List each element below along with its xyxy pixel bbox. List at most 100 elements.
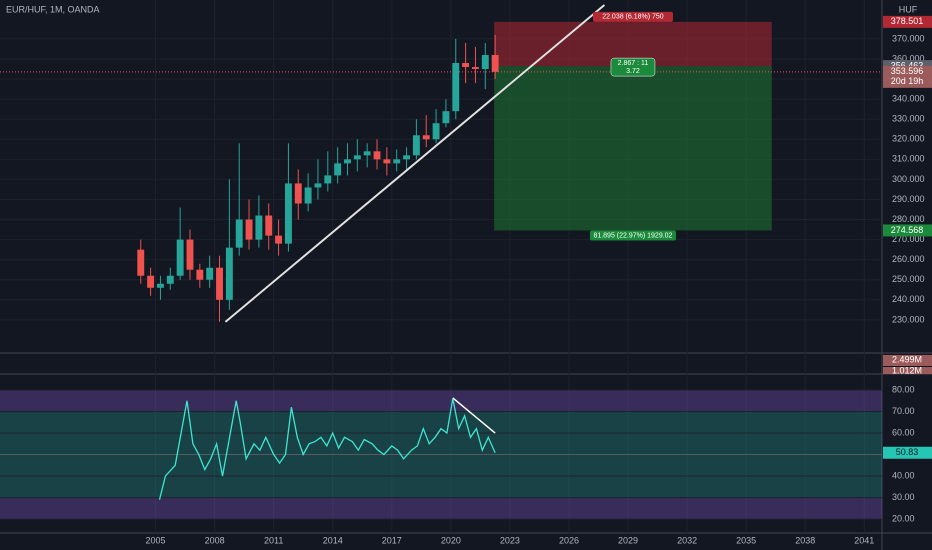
x-tick-label: 2008 <box>205 535 225 545</box>
candle-body <box>196 269 204 280</box>
candle-body <box>314 183 322 188</box>
candle-body <box>265 215 273 236</box>
volume-label: 1.012M <box>892 365 922 375</box>
candle-body <box>255 215 263 240</box>
rsi-value-tag: 50.83 <box>896 447 919 457</box>
rsi-line <box>158 398 496 500</box>
candle-body <box>334 163 342 176</box>
y-tick-label: 60.00 <box>892 427 915 437</box>
x-tick-label: 2032 <box>677 535 697 545</box>
candle-body <box>294 183 302 204</box>
countdown: 20d 19h <box>891 76 924 86</box>
x-tick-label: 2011 <box>264 535 283 545</box>
rsi-value-tag-bg <box>883 446 932 459</box>
x-tick-label: 2023 <box>500 535 520 545</box>
rsi-band <box>0 497 882 520</box>
y-tick-label: 280.000 <box>892 214 925 224</box>
candle-body <box>363 151 371 156</box>
candle-body <box>216 267 223 300</box>
target-zone <box>494 66 772 231</box>
last-price-tag: 353.596 <box>891 66 924 76</box>
x-tick-label: 2041 <box>854 535 874 545</box>
candle-body <box>157 283 164 288</box>
x-tick-label: 2020 <box>441 535 461 545</box>
y-tick-label: 80.00 <box>892 384 915 394</box>
candle-body <box>462 63 470 68</box>
candle-body <box>304 187 312 204</box>
candle-body <box>472 67 479 70</box>
y-tick-label: 250.000 <box>892 274 925 284</box>
y-tick-label: 360.000 <box>892 53 925 63</box>
candle-body <box>235 219 243 248</box>
y-tick-label: 270.000 <box>892 234 925 244</box>
volume-tag-bg <box>883 367 932 374</box>
candle-body <box>225 247 233 300</box>
volume-tag-bg <box>883 355 932 366</box>
y-tick-label: 370.000 <box>892 33 925 43</box>
x-tick-label: 2014 <box>323 535 343 545</box>
stop-price-tag-bg <box>883 15 932 28</box>
x-tick-label: 2017 <box>382 535 402 545</box>
y-tick-label: 300.000 <box>892 174 925 184</box>
candle-body <box>491 54 499 72</box>
position-label-bg <box>589 230 676 241</box>
y-tick-label: 230.000 <box>892 314 925 324</box>
y-tick-label: 320.000 <box>892 134 925 144</box>
candle-body <box>373 151 381 160</box>
candle-body <box>422 135 430 140</box>
candle-body <box>344 159 351 164</box>
volume-label: 2.499M <box>892 354 922 364</box>
entry-price-tag: 356.463 <box>891 60 924 70</box>
x-tick-label: 2029 <box>618 535 638 545</box>
stop-price-tag: 378.501 <box>891 16 924 26</box>
position-label-bg <box>610 57 656 77</box>
position-label: 3.72 <box>626 68 640 75</box>
last-price-tag-bg <box>883 65 932 88</box>
x-tick-label: 2035 <box>736 535 756 545</box>
position-label-bg <box>592 11 673 22</box>
candle-body <box>481 54 489 70</box>
candle-body <box>245 219 253 240</box>
y-tick-label: 240.000 <box>892 294 925 304</box>
candle-body <box>166 275 174 284</box>
y-tick-label: 290.000 <box>892 194 925 204</box>
candle-body <box>284 183 292 244</box>
candle-body <box>137 249 145 276</box>
trend-line <box>224 4 606 323</box>
candle-body <box>383 159 391 164</box>
x-tick-label: 2005 <box>146 535 166 545</box>
y-tick-label: 310.000 <box>892 154 925 164</box>
candle-body <box>412 135 420 156</box>
candle-body <box>324 175 332 184</box>
candle-body <box>393 159 401 164</box>
target-price-tag: 274.568 <box>891 225 924 235</box>
position-label: 22.038 (6.18%) 750 <box>602 14 664 21</box>
candle-body <box>353 155 361 160</box>
y-tick-label: 260.000 <box>892 254 925 264</box>
candle-body <box>275 235 283 244</box>
y-tick-label: 70.00 <box>892 406 915 416</box>
rsi-trend-line <box>452 397 496 434</box>
y-tick-label: 340.000 <box>892 94 925 104</box>
candle-body <box>452 63 460 112</box>
candle-body <box>442 111 450 124</box>
y-tick-label: 330.000 <box>892 114 925 124</box>
x-tick-label: 2026 <box>559 535 579 545</box>
candle-body <box>147 275 155 288</box>
chart-title: EUR/HUF, 1M, OANDA <box>6 4 100 14</box>
rsi-band <box>0 389 882 412</box>
candle-body <box>176 239 184 276</box>
position-label: 2.867 : 11 <box>618 60 649 67</box>
target-price-tag-bg <box>883 224 932 237</box>
x-tick-label: 2038 <box>795 535 815 545</box>
candle-body <box>403 155 410 160</box>
candle-body <box>206 267 214 280</box>
candle-body <box>432 123 440 140</box>
currency: HUF <box>899 4 918 14</box>
candle-body <box>186 239 194 270</box>
y-tick-label: 30.00 <box>892 492 915 502</box>
position-label: 81.895 (22.97%) 1929.02 <box>593 232 672 239</box>
y-tick-label: 20.00 <box>892 513 915 523</box>
